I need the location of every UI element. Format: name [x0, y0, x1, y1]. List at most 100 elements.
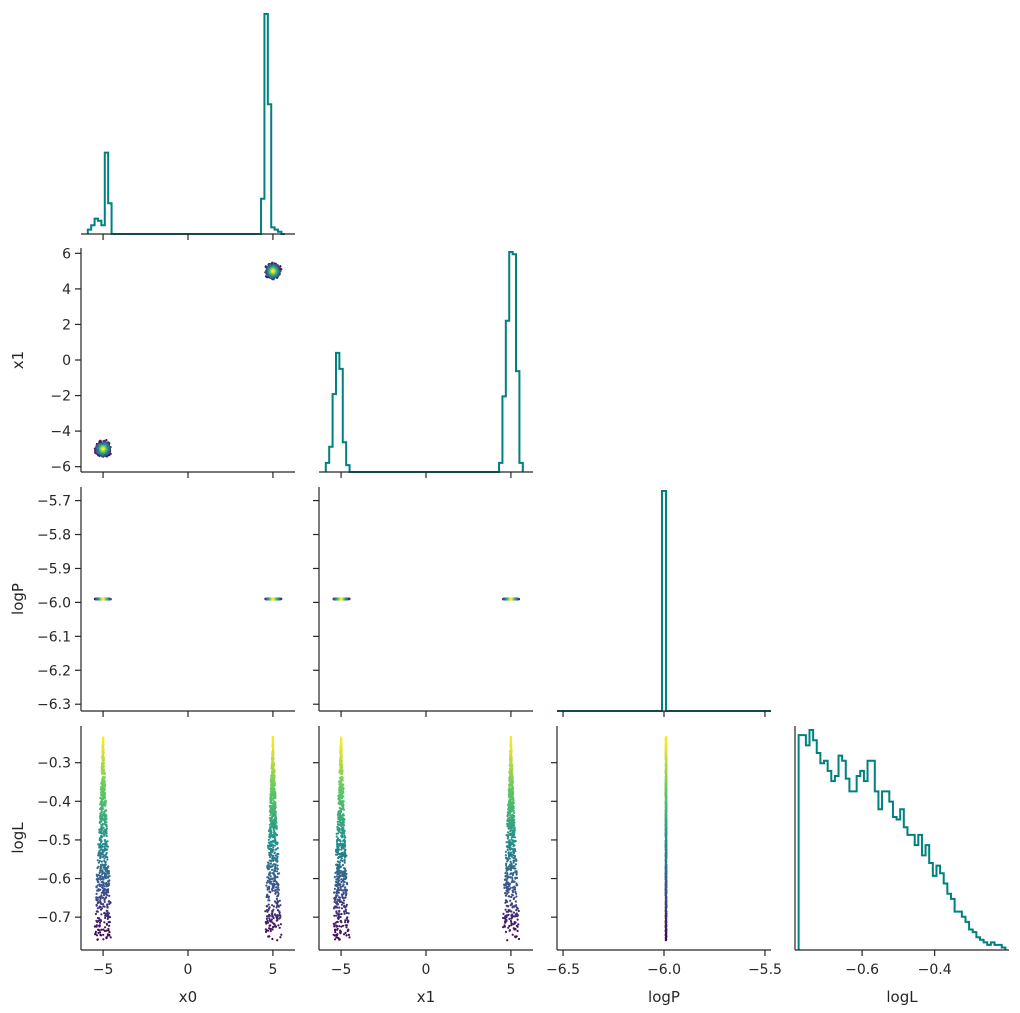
scatter-point — [102, 933, 105, 936]
scatter-point — [274, 924, 277, 928]
scatter-point — [99, 901, 102, 904]
scatter-point — [266, 886, 269, 889]
scatter-point — [99, 933, 102, 937]
scatter-point — [101, 884, 105, 887]
scatter-point — [96, 910, 99, 913]
scatter-point — [99, 441, 102, 444]
scatter-point — [104, 896, 107, 899]
scatter-logP-vs-x0 — [93, 597, 283, 601]
scatter-point — [270, 918, 273, 921]
scatter-point — [102, 938, 105, 941]
scatter-point — [105, 929, 108, 932]
scatter-point — [109, 936, 112, 939]
scatter-point — [272, 908, 275, 911]
scatter-point — [274, 914, 277, 917]
scatter-point — [99, 919, 102, 922]
y-tick-label: 2 — [62, 317, 71, 333]
scatter-point — [265, 929, 268, 932]
scatter-point — [103, 891, 106, 894]
scatter-point — [270, 920, 273, 923]
scatter-point — [94, 930, 97, 933]
scatter-point — [275, 897, 278, 901]
scatter-point — [103, 905, 106, 908]
scatter-point — [95, 885, 98, 888]
scatter-point — [107, 914, 110, 917]
scatter-point — [100, 907, 104, 910]
scatter-point — [268, 890, 271, 893]
scatter-point — [102, 903, 105, 906]
scatter-logL-vs-x0 — [93, 735, 283, 942]
scatter-logP-vs-x1 — [332, 597, 521, 601]
scatter-point — [104, 916, 107, 920]
scatter-point — [96, 916, 99, 920]
scatter-point — [276, 895, 279, 898]
scatter-point — [105, 922, 108, 925]
scatter-point — [264, 921, 267, 924]
scatter-point — [273, 875, 276, 878]
scatter-point — [106, 911, 109, 914]
scatter-point — [278, 926, 281, 929]
scatter-point — [96, 874, 99, 878]
scatter-point — [103, 887, 106, 891]
scatter-point — [269, 871, 272, 874]
scatter-point — [276, 872, 279, 875]
scatter-point — [96, 938, 99, 941]
scatter-point — [106, 906, 109, 909]
histogram-logP — [557, 490, 771, 712]
scatter-point — [98, 929, 101, 932]
y-tick-label: −5.7 — [37, 494, 71, 510]
scatter-point — [271, 261, 274, 264]
scatter-point — [277, 886, 280, 889]
histogram-x1 — [324, 251, 524, 473]
scatter-point — [104, 873, 107, 877]
scatter-point — [108, 902, 111, 906]
scatter-point — [99, 883, 103, 886]
scatter-point — [96, 877, 99, 880]
scatter-point — [278, 914, 281, 917]
scatter-point — [277, 924, 280, 927]
scatter-point — [94, 912, 97, 916]
scatter-point — [107, 875, 110, 878]
scatter-point — [98, 888, 101, 891]
y-tick-label: 4 — [62, 282, 71, 298]
scatter-point — [108, 931, 111, 934]
scatter-point — [95, 903, 98, 906]
y-tick-label: −6 — [50, 460, 71, 476]
scatter-point — [105, 439, 108, 442]
scatter-point — [101, 896, 104, 899]
scatter-point — [107, 927, 110, 931]
scatter-point — [276, 900, 279, 903]
scatter-point — [271, 904, 274, 907]
y-tick-label: −2 — [50, 389, 71, 405]
scatter-point — [103, 454, 106, 457]
y-tick-label: 0 — [62, 353, 71, 369]
scatter-point — [105, 455, 108, 458]
scatter-point — [103, 900, 106, 904]
y-tick-label: −6.3 — [37, 697, 71, 713]
scatter-point — [105, 889, 108, 892]
scatter-point — [107, 900, 110, 903]
panel-logP-vs-logP — [557, 490, 771, 717]
scatter-point — [101, 873, 104, 876]
y-tick-label: −5.8 — [37, 528, 71, 544]
scatter-point — [265, 909, 269, 912]
scatter-point — [270, 912, 273, 915]
scatter-point — [96, 898, 99, 901]
scatter-point — [102, 447, 105, 450]
scatter-point — [340, 597, 343, 600]
scatter-point — [275, 883, 278, 886]
scatter-point — [267, 915, 270, 918]
scatter-point — [267, 935, 270, 938]
panel-x0-vs-x0 — [81, 13, 295, 240]
scatter-point — [269, 924, 272, 927]
scatter-point — [268, 917, 271, 920]
scatter-point — [278, 910, 281, 913]
y-tick-label: −4 — [50, 424, 71, 440]
scatter-point — [98, 906, 101, 909]
y-tick-label: −6.1 — [37, 629, 71, 645]
scatter-point — [96, 920, 99, 924]
